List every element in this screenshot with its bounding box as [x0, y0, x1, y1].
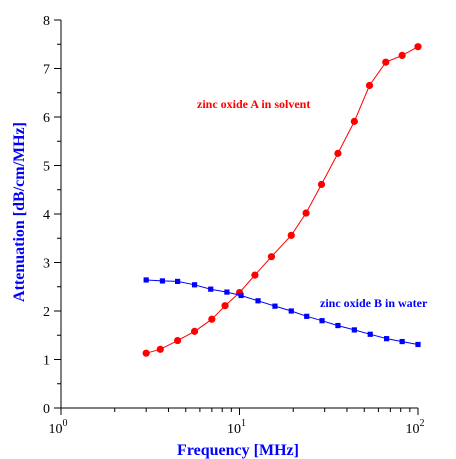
data-point [143, 277, 149, 283]
y-tick-label: 8 [43, 14, 50, 29]
data-point [208, 286, 214, 292]
x-tick-label: 101 [227, 418, 246, 437]
data-point [414, 43, 422, 51]
data-point [302, 209, 310, 217]
data-point [174, 278, 181, 285]
data-point [367, 331, 373, 337]
y-tick-label: 4 [43, 208, 50, 223]
series-label-zinc-oxide-b: zinc oxide B in water [320, 296, 428, 310]
y-tick-label: 7 [43, 63, 50, 78]
data-point [365, 81, 374, 90]
data-point [382, 58, 390, 66]
data-point [251, 271, 259, 279]
y-tick-label: 2 [43, 305, 50, 320]
data-point [208, 315, 216, 323]
data-point [221, 302, 229, 310]
y-tick-label: 3 [43, 257, 50, 272]
series-label-zinc-oxide-a: zinc oxide A in solvent [197, 97, 310, 111]
data-point [224, 289, 230, 295]
data-point [288, 308, 294, 314]
data-point [173, 336, 182, 345]
data-point [255, 298, 261, 304]
series-layer [142, 43, 422, 357]
data-point [304, 313, 310, 319]
data-point [238, 292, 244, 299]
data-point [399, 338, 405, 345]
data-point [142, 349, 150, 357]
data-point [351, 327, 357, 333]
y-tick-label: 5 [43, 160, 50, 175]
data-point [334, 149, 342, 157]
data-point [287, 231, 295, 239]
x-axis-title: Frequency [MHz] [177, 442, 299, 459]
x-tick-label: 102 [406, 418, 425, 437]
x-tick-label: 100 [49, 418, 68, 437]
series-line [146, 279, 419, 345]
data-point [190, 327, 199, 335]
axes [60, 20, 418, 409]
data-point [272, 303, 278, 309]
data-point [159, 278, 166, 284]
y-tick-label: 0 [43, 402, 50, 417]
data-point [319, 318, 325, 324]
data-point [350, 117, 358, 125]
data-point [335, 322, 341, 329]
data-point [398, 51, 406, 60]
data-point [267, 253, 276, 261]
data-point [317, 180, 326, 189]
data-point [415, 341, 421, 348]
data-point [191, 282, 198, 288]
series-2 [143, 277, 421, 348]
y-axis-title: Attenuation [dB/cm/MHz] [11, 122, 28, 302]
y-tick-label: 1 [43, 354, 50, 369]
ticks: 0 1 2 3 4 5 6 7 8 100 101 102 [43, 14, 425, 437]
data-point [384, 336, 390, 342]
data-point [156, 345, 164, 353]
y-tick-label: 6 [43, 111, 50, 126]
